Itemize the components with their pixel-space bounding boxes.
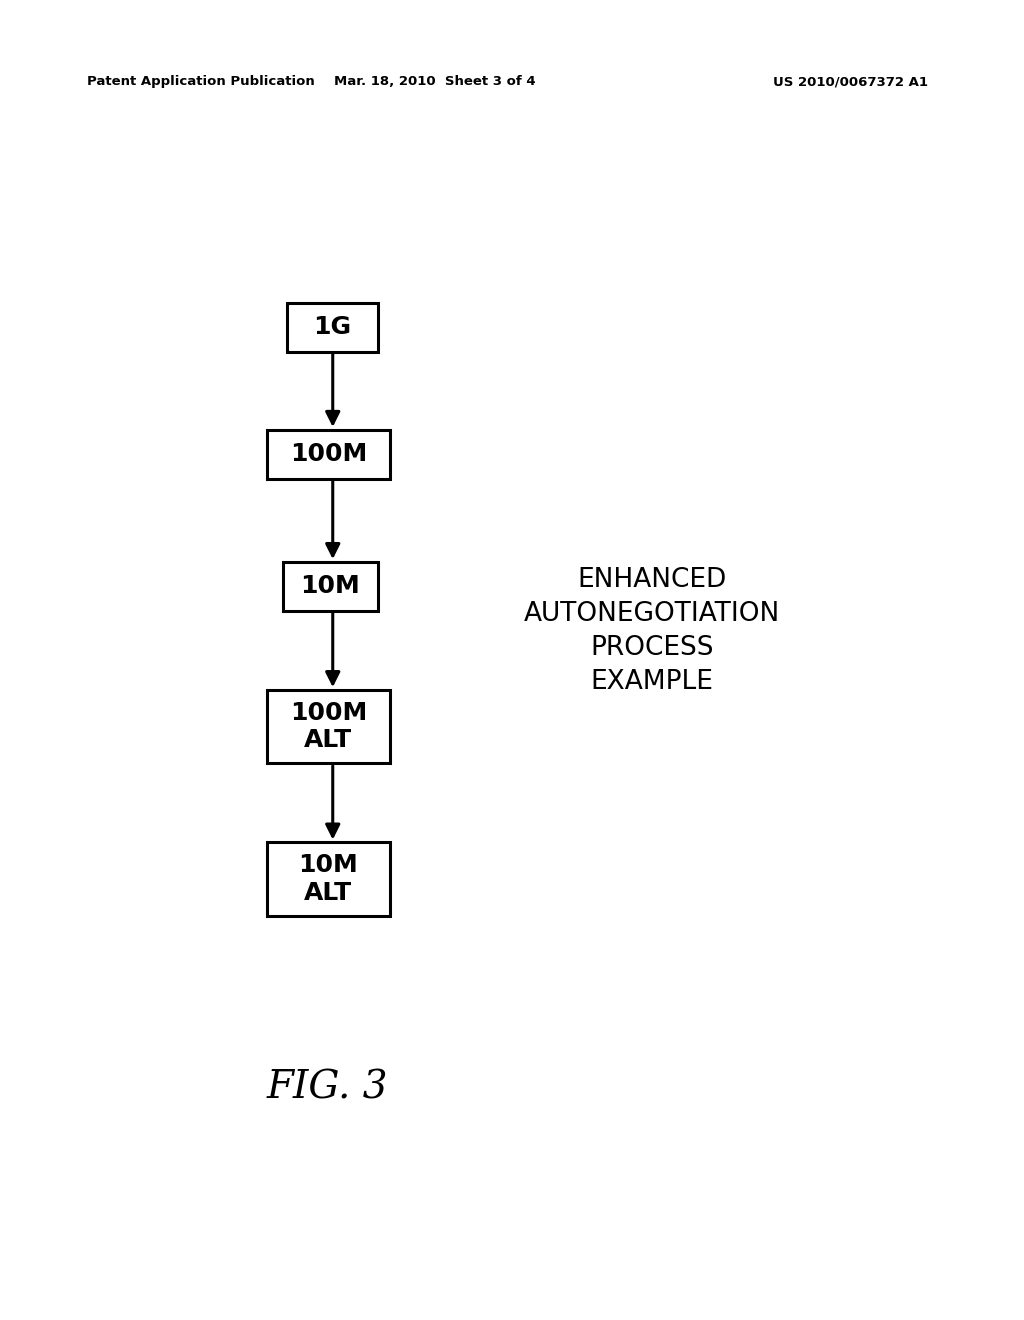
Text: US 2010/0067372 A1: US 2010/0067372 A1 (773, 75, 928, 88)
Text: 100M: 100M (290, 442, 367, 466)
Text: FIG. 3: FIG. 3 (267, 1071, 388, 1107)
Text: 10M
ALT: 10M ALT (299, 853, 358, 906)
Text: ENHANCED
AUTONEGOTIATION
PROCESS
EXAMPLE: ENHANCED AUTONEGOTIATION PROCESS EXAMPLE (523, 568, 780, 696)
FancyBboxPatch shape (267, 690, 390, 763)
Text: 1G: 1G (313, 315, 351, 339)
Text: Mar. 18, 2010  Sheet 3 of 4: Mar. 18, 2010 Sheet 3 of 4 (335, 75, 536, 88)
Text: Patent Application Publication: Patent Application Publication (87, 75, 314, 88)
Text: 10M: 10M (300, 574, 360, 598)
FancyBboxPatch shape (267, 842, 390, 916)
FancyBboxPatch shape (267, 430, 390, 479)
FancyBboxPatch shape (287, 302, 378, 351)
FancyBboxPatch shape (283, 562, 378, 611)
Text: 100M
ALT: 100M ALT (290, 701, 367, 752)
